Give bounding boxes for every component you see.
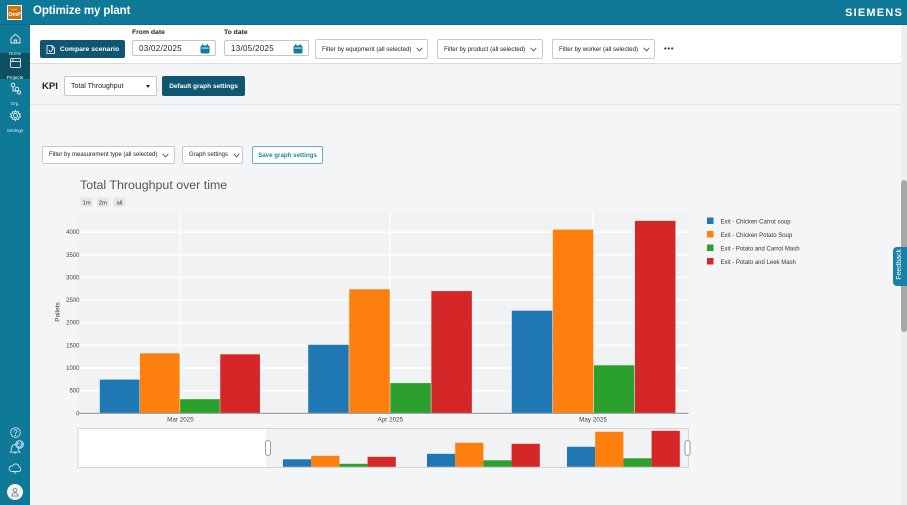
svg-text:May 2025: May 2025: [579, 417, 607, 424]
svg-text:Exit - Chicken Carrot soup: Exit - Chicken Carrot soup: [721, 219, 792, 225]
svg-text:3500: 3500: [66, 253, 80, 259]
svg-text:Mar 2025: Mar 2025: [167, 417, 194, 424]
svg-text:500: 500: [69, 389, 80, 395]
svg-text:4000: 4000: [66, 230, 80, 236]
svg-text:Exit - Chicken Potato Soup: Exit - Chicken Potato Soup: [721, 233, 793, 239]
svg-text:1m: 1m: [82, 201, 90, 207]
svg-text:1000: 1000: [66, 366, 80, 372]
svg-text:2000: 2000: [66, 321, 80, 327]
svg-text:2m: 2m: [99, 201, 107, 207]
svg-text:1500: 1500: [66, 343, 80, 349]
svg-text:all: all: [116, 201, 122, 207]
svg-text:3000: 3000: [66, 275, 80, 281]
svg-text:Apr 2025: Apr 2025: [378, 417, 404, 424]
svg-text:Total Throughput over time: Total Throughput over time: [80, 178, 227, 192]
svg-text:Exit - Potato and Carrot Mash: Exit - Potato and Carrot Mash: [721, 246, 800, 252]
svg-text:0: 0: [76, 411, 80, 417]
svg-text:Pallets: Pallets: [55, 301, 62, 321]
svg-text:Exit - Potato and Leek Mash: Exit - Potato and Leek Mash: [721, 260, 796, 266]
svg-text:2500: 2500: [66, 298, 80, 304]
